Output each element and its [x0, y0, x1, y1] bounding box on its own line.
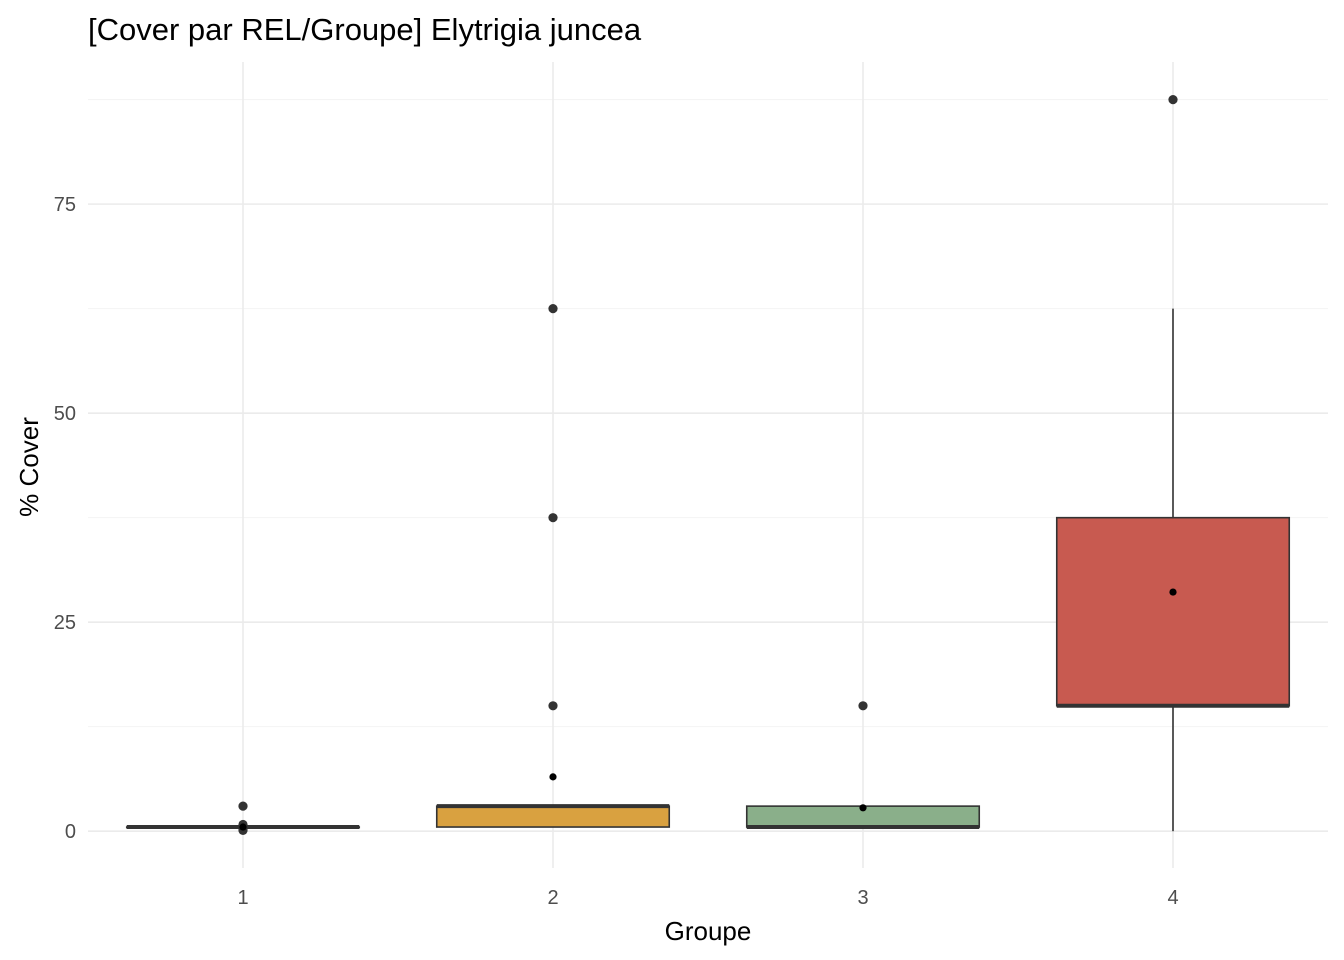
mean-point: [1169, 588, 1177, 596]
y-axis-ticks: 0 25 50 75: [54, 194, 76, 843]
x-tick-label: 3: [857, 887, 868, 909]
box-group-3: [745, 701, 981, 830]
outlier-point: [548, 513, 558, 523]
mean-point: [549, 773, 557, 781]
outlier-point: [238, 801, 248, 811]
x-axis-title: Groupe: [665, 916, 752, 946]
mean-point: [859, 804, 867, 812]
boxes: [125, 95, 1291, 835]
x-axis-ticks: 1 2 3 4: [237, 887, 1178, 909]
y-axis-title: % Cover: [14, 417, 44, 517]
outlier-point: [548, 701, 558, 711]
outlier-point: [548, 304, 558, 314]
outlier-point: [858, 701, 868, 711]
chart-title: [Cover par REL/Groupe] Elytrigia juncea: [88, 12, 642, 47]
x-tick-label: 1: [237, 887, 248, 909]
y-tick-label: 0: [65, 821, 76, 843]
outlier-point: [1168, 95, 1178, 105]
y-tick-label: 25: [54, 612, 76, 634]
y-tick-label: 75: [54, 194, 76, 216]
box-group-1: [125, 801, 361, 835]
box-group-4: [1055, 95, 1291, 832]
x-tick-label: 4: [1167, 887, 1178, 909]
box: [435, 805, 671, 828]
grid: [88, 62, 1328, 868]
x-tick-label: 2: [547, 887, 558, 909]
mean-point: [239, 823, 247, 831]
box-group-2: [435, 304, 671, 828]
y-tick-label: 50: [54, 403, 76, 425]
box: [1055, 516, 1291, 707]
